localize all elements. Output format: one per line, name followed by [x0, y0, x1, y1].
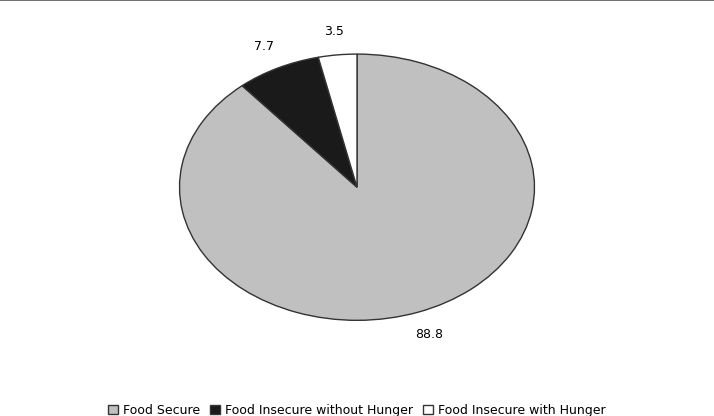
Legend: Food Secure, Food Insecure without Hunger, Food Insecure with Hunger: Food Secure, Food Insecure without Hunge…	[104, 400, 610, 416]
Text: 7.7: 7.7	[253, 40, 273, 53]
Wedge shape	[242, 57, 357, 187]
Wedge shape	[179, 54, 535, 320]
Text: 88.8: 88.8	[415, 328, 443, 341]
Text: 3.5: 3.5	[324, 25, 344, 37]
Wedge shape	[318, 54, 357, 187]
